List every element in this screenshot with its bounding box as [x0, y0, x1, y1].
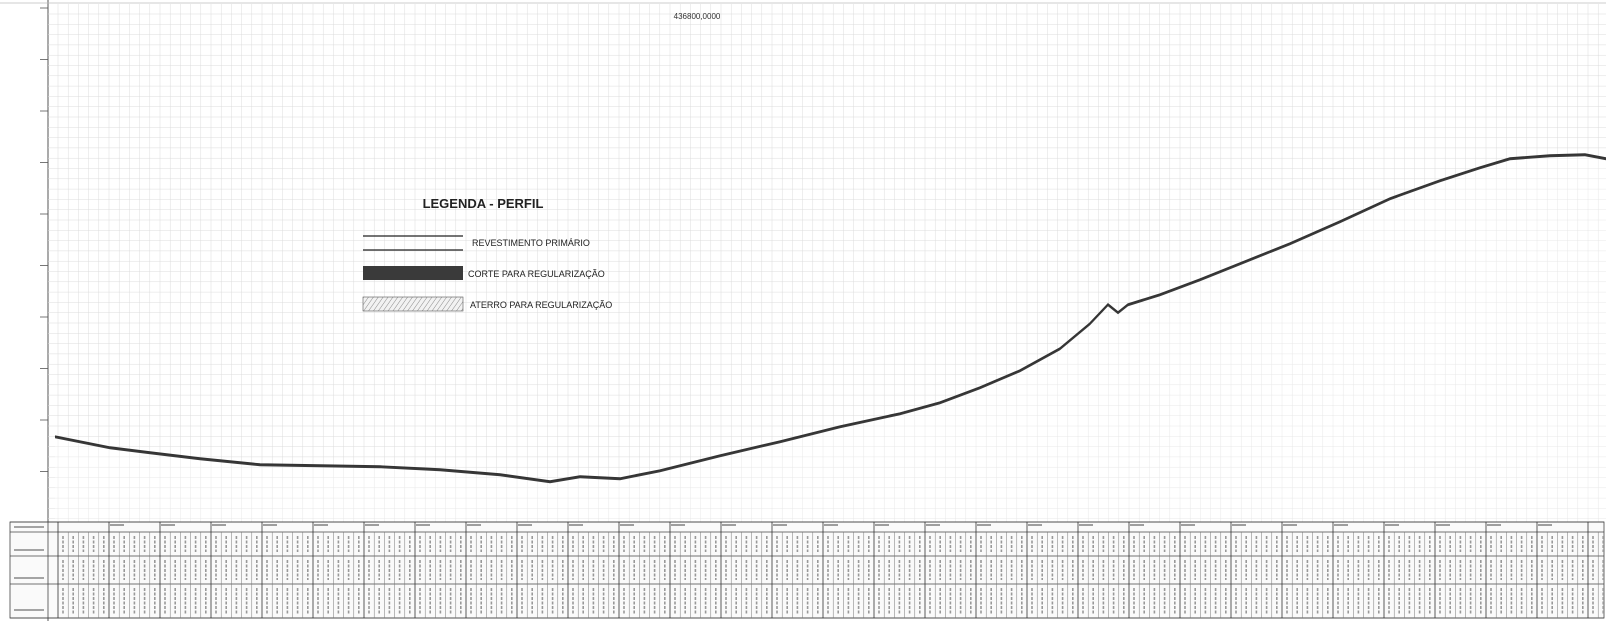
legend-item-label: ATERRO PARA REGULARIZAÇÃO: [470, 300, 612, 310]
double-line-swatch-icon: [363, 235, 463, 251]
legend-item-label: CORTE PARA REGULARIZAÇÃO: [468, 269, 605, 279]
legend: LEGENDA - PERFIL REVESTIMENTO PRIMÁRIO C…: [362, 196, 612, 312]
profile-grid: [48, 4, 1606, 522]
legend-item-revestimento: REVESTIMENTO PRIMÁRIO: [363, 235, 590, 251]
legend-item-corte: CORTE PARA REGULARIZAÇÃO: [363, 266, 605, 280]
legend-item-label: REVESTIMENTO PRIMÁRIO: [472, 238, 590, 248]
solid-dark-swatch-icon: [363, 266, 463, 280]
top-coordinate-label: 436800,0000: [674, 12, 721, 21]
terrain-profile: [54, 153, 1606, 522]
hatched-swatch-icon: [362, 296, 464, 312]
terrain-line: [54, 153, 1606, 482]
legend-title: LEGENDA - PERFIL: [423, 196, 544, 211]
elevation-axis-ticks: [40, 7, 48, 472]
terrain-fill-area: [55, 154, 1606, 522]
station-data-table: [9, 521, 1605, 619]
legend-item-aterro: ATERRO PARA REGULARIZAÇÃO: [362, 296, 612, 312]
